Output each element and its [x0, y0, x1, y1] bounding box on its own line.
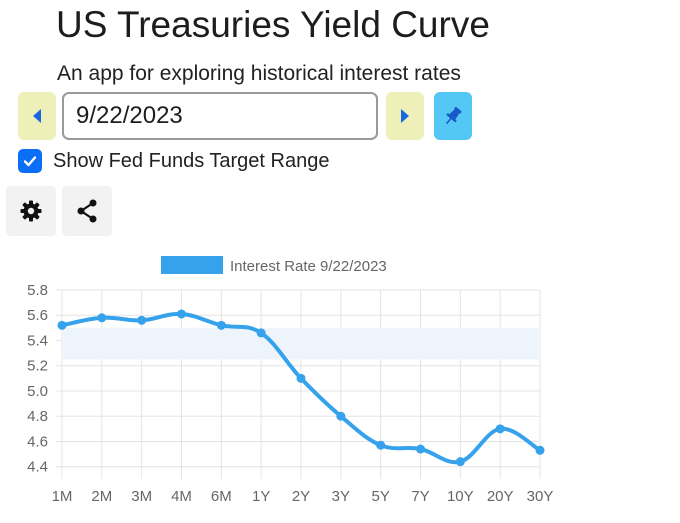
app-subtitle: An app for exploring historical interest… [57, 62, 461, 85]
pin-button[interactable] [434, 92, 472, 140]
app-title: US Treasuries Yield Curve [56, 4, 490, 45]
y-tick-label: 5.2 [27, 358, 48, 375]
data-point [416, 444, 425, 454]
yield-curve-chart: 5.8 5.6 5.4 5.2 5.0 4.8 4.6 4.4 1M 2M 3M 4M 6M 1Y 2Y 3… [27, 256, 554, 505]
x-tick-label: 7Y [411, 488, 429, 505]
x-tick-label: 30Y [527, 488, 554, 505]
pin-icon [445, 106, 462, 125]
y-tick-label: 4.4 [27, 459, 48, 476]
data-point [137, 315, 147, 325]
data-point [376, 440, 386, 450]
x-tick-label: 2M [91, 488, 112, 505]
x-tick-label: 1Y [252, 488, 270, 505]
legend-label: Interest Rate 9/22/2023 [230, 258, 387, 275]
previous-date-button[interactable] [18, 92, 56, 140]
y-tick-label: 4.6 [27, 433, 48, 450]
x-tick-label: 6M [211, 488, 232, 505]
x-tick-label: 1M [52, 488, 73, 505]
date-input[interactable] [62, 92, 378, 140]
x-tick-label: 20Y [487, 488, 514, 505]
x-tick-label: 3M [131, 488, 152, 505]
y-tick-label: 5.8 [27, 282, 48, 299]
data-point [177, 309, 186, 319]
checkmark-icon [23, 156, 37, 167]
data-point [296, 373, 306, 383]
fed-funds-checkbox[interactable] [18, 149, 42, 173]
data-point [336, 411, 346, 421]
y-tick-label: 5.6 [27, 307, 48, 324]
y-tick-label: 4.8 [27, 408, 48, 425]
data-point [455, 457, 465, 467]
share-button[interactable] [62, 186, 112, 236]
data-point [535, 445, 545, 455]
caret-right-icon [401, 109, 409, 123]
x-tick-label: 5Y [371, 488, 389, 505]
x-tick-label: 2Y [292, 488, 310, 505]
gear-icon [20, 200, 42, 222]
x-tick-label: 4M [171, 488, 192, 505]
x-tick-label: 3Y [332, 488, 350, 505]
caret-left-icon [33, 109, 41, 123]
share-icon [77, 199, 97, 223]
x-tick-label: 10Y [447, 488, 474, 505]
data-point [256, 328, 266, 338]
data-point [216, 320, 226, 330]
data-point [495, 424, 505, 434]
fed-funds-label[interactable]: Show Fed Funds Target Range [53, 150, 330, 172]
next-date-button[interactable] [386, 92, 424, 140]
fed-funds-band [62, 327, 540, 360]
y-tick-label: 5.4 [27, 332, 48, 349]
data-point [97, 313, 107, 323]
settings-button[interactable] [6, 186, 56, 236]
legend-swatch [161, 256, 223, 274]
data-point [57, 320, 67, 330]
y-tick-label: 5.0 [27, 383, 48, 400]
